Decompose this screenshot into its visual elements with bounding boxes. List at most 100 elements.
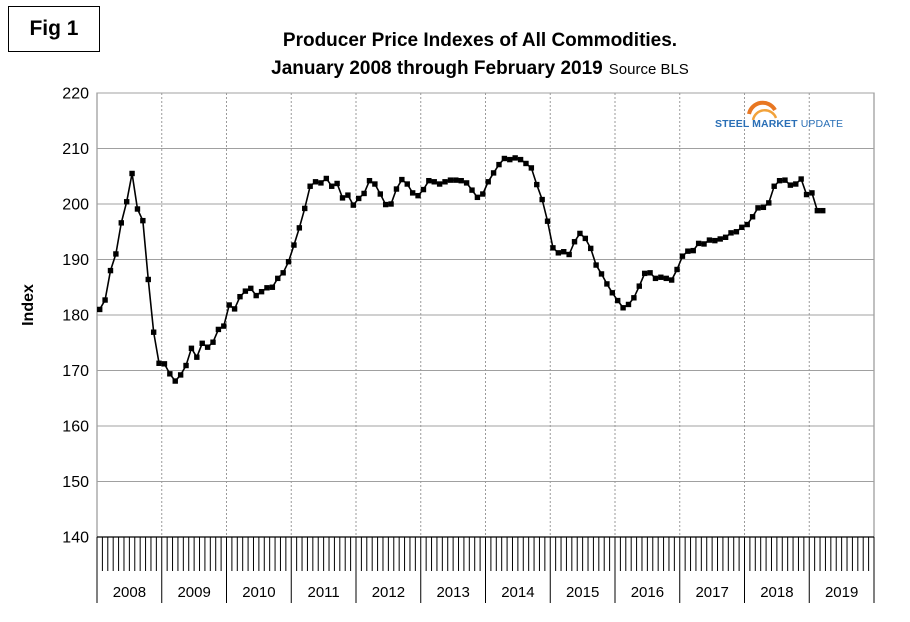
data-point [356,195,362,202]
data-point [798,176,804,182]
data-point [296,225,303,231]
data-point [107,267,114,274]
figure-label: Fig 1 [8,6,100,52]
data-point [372,181,378,187]
data-point [771,183,777,189]
x-tick-label: 2008 [113,584,146,601]
data-point [339,195,346,201]
data-point [544,218,551,224]
data-point [345,192,351,198]
data-point [382,201,389,208]
y-tick-label: 200 [62,197,89,214]
x-tick-label: 2010 [242,584,275,601]
data-point [291,242,297,248]
data-point [97,306,103,313]
data-point [366,177,373,184]
data-point [528,165,535,171]
data-point [787,182,794,188]
data-point [161,361,168,367]
x-tick-label: 2015 [566,584,599,601]
data-point [820,207,826,214]
data-point [722,234,729,240]
data-point [447,177,454,183]
data-point [625,301,632,308]
x-tick-label: 2013 [436,584,469,601]
data-point [442,179,448,185]
data-point [766,200,772,206]
data-point [463,180,470,186]
data-point [749,214,756,220]
data-point [221,323,227,329]
chart-title-line-2: January 2008 through February 2019 Source… [160,58,800,80]
data-point [507,156,513,163]
data-point [167,371,173,377]
y-tick-label: 190 [62,252,89,269]
data-point [431,179,437,185]
data-point [129,170,135,177]
data-point [242,288,249,294]
data-point [150,329,157,335]
data-point [140,217,146,224]
y-tick-label: 180 [62,308,89,325]
y-axis: 140 150 160 170 180 190 200 210 220 [62,86,89,547]
data-point [312,179,319,185]
data-point [323,175,330,182]
data-point [555,250,562,256]
data-point [458,177,464,184]
data-point [426,177,432,184]
data-point [210,339,216,345]
data-point [409,190,416,196]
data-point [760,204,767,211]
data-point [717,236,723,242]
data-point [695,240,702,247]
data-point [177,372,184,378]
data-point [755,205,761,211]
data-point [258,288,265,295]
data-point [329,183,335,189]
data-point [269,284,276,290]
x-tick-label: 2016 [631,584,664,601]
data-point [588,245,594,252]
data-point [334,180,340,187]
data-point [183,362,189,369]
data-point [118,220,124,226]
data-point [501,155,508,162]
data-point [399,176,405,183]
data-point [701,241,707,247]
data-point [539,196,545,203]
y-tick-label: 220 [62,86,89,103]
data-point [782,177,788,183]
data-point [615,297,621,304]
data-point [733,229,740,235]
data-point [668,277,675,283]
x-tick-label: 2009 [177,584,210,601]
data-point [264,285,270,291]
x-tick-label: 2017 [695,584,728,601]
data-point [793,181,799,187]
data-point [350,202,356,208]
data-point [420,186,427,193]
data-point [226,302,232,308]
data-point [776,177,783,184]
y-tick-label: 170 [62,363,89,380]
data-point [517,156,524,163]
y-tick-label: 210 [62,141,89,158]
data-point [393,186,400,192]
data-point [248,285,254,292]
data-point [814,207,821,214]
data-point [377,191,383,197]
x-tick-label: 2012 [372,584,405,601]
y-tick-label: 150 [62,474,89,491]
data-point [744,221,750,228]
data-point [361,190,367,197]
data-point [231,306,238,312]
data-point [496,161,502,168]
data-point [739,224,745,231]
data-point [641,270,648,277]
data-point [550,245,556,251]
data-point [102,297,108,303]
data-point [609,290,615,296]
data-point [188,345,195,351]
x-tick-label: 2014 [501,584,534,601]
data-point [690,247,696,254]
